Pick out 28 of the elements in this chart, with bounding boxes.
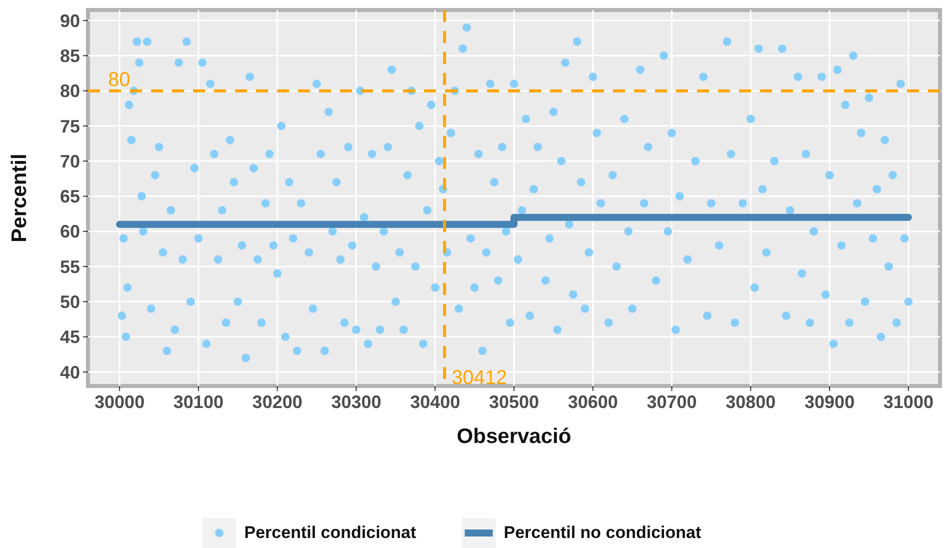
x-tick-label: 30800 (726, 392, 776, 412)
x-tick-label: 30600 (568, 392, 618, 412)
y-tick-label: 60 (60, 222, 80, 242)
ref-line-label: 80 (108, 68, 130, 91)
y-tick-label: 75 (60, 116, 80, 136)
x-tick-label: 30900 (804, 392, 855, 412)
y-tick-label: 85 (60, 46, 80, 66)
y-tick-label: 65 (60, 186, 80, 207)
legend-label: Percentil no condicionat (504, 523, 702, 542)
x-tick-label: 30400 (410, 392, 460, 412)
y-tick-label: 55 (60, 256, 80, 277)
y-tick-label: 90 (60, 10, 80, 31)
x-tick-label: 30700 (646, 392, 697, 412)
x-axis-title: Observació (456, 425, 572, 448)
legend-label: Percentil condicionat (244, 523, 417, 542)
y-tick-label: 80 (60, 81, 80, 102)
y-axis-title: Percentil (8, 154, 31, 242)
ref-line-label: 30412 (452, 367, 508, 389)
x-tick-label: 30000 (94, 392, 145, 412)
x-tick-label: 31000 (883, 392, 934, 412)
y-tick-label: 40 (60, 362, 80, 382)
y-tick-label: 50 (60, 292, 80, 312)
x-tick-label: 30500 (488, 392, 540, 412)
y-tick-label: 70 (60, 151, 80, 172)
x-tick-label: 30100 (173, 392, 224, 412)
y-tick-label: 45 (60, 327, 80, 348)
x-tick-label: 30300 (331, 392, 382, 412)
x-tick-label: 30200 (252, 392, 302, 412)
